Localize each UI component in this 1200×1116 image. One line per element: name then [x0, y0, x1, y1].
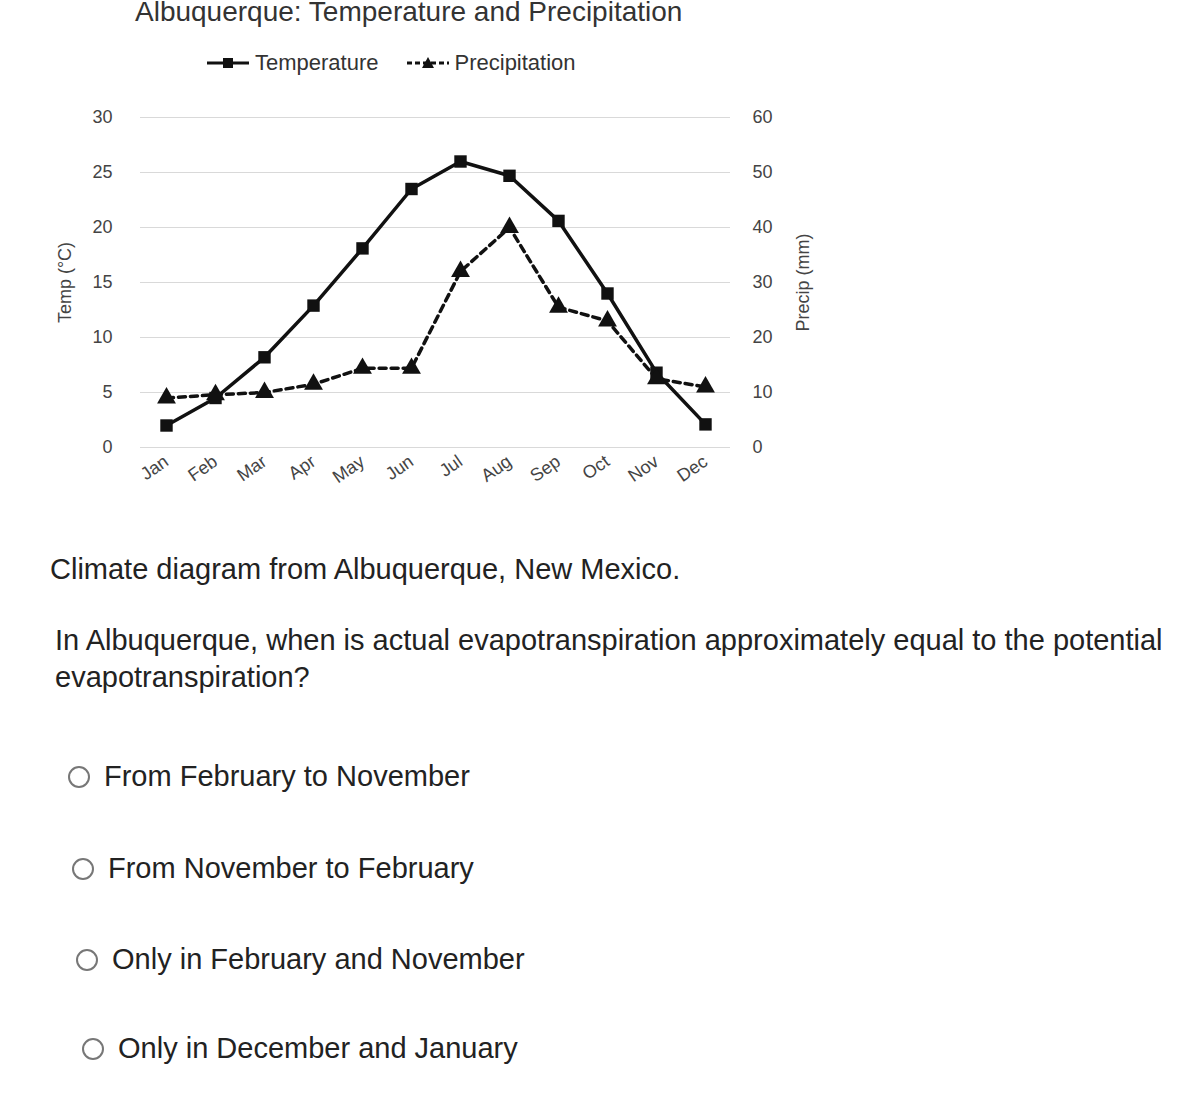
svg-text:25: 25: [92, 162, 112, 182]
svg-text:Nov: Nov: [624, 451, 662, 486]
svg-text:50: 50: [753, 162, 773, 182]
svg-text:Aug: Aug: [477, 451, 515, 486]
html-text:In Albuquerque, when is actual: In Albuquerque, when is actual evapotran…: [55, 624, 1163, 693]
html-text:Climate diagram from Albuquerq: Climate diagram from Albuquerque, New Me…: [50, 553, 681, 585]
svg-text:40: 40: [753, 217, 773, 237]
svg-text:Sep: Sep: [526, 451, 564, 486]
svg-text:30: 30: [753, 272, 773, 292]
svg-text:Apr: Apr: [285, 451, 319, 483]
svg-text:Jan: Jan: [137, 451, 172, 484]
svg-text:0: 0: [753, 437, 763, 457]
html-text:From February to November: From February to November: [104, 760, 470, 792]
svg-text:5: 5: [102, 382, 112, 402]
html-text:Only in December and January: Only in December and January: [118, 1032, 518, 1064]
html-text:Only in February and November: Only in February and November: [112, 943, 525, 975]
svg-text:Oct: Oct: [579, 451, 613, 483]
svg-text:20: 20: [753, 327, 773, 347]
svg-text:Jul: Jul: [436, 451, 466, 481]
svg-text:Mar: Mar: [233, 451, 270, 485]
svg-text:30: 30: [92, 107, 112, 127]
html-text:From November to February: From November to February: [108, 852, 474, 884]
svg-text:60: 60: [753, 107, 773, 127]
svg-text:Feb: Feb: [184, 451, 221, 485]
svg-text:Jun: Jun: [382, 451, 417, 484]
html-text:Precipitation: Precipitation: [454, 50, 576, 75]
svg-text:Precip (mm): Precip (mm): [793, 234, 813, 332]
svg-text:10: 10: [92, 327, 112, 347]
svg-text:10: 10: [753, 382, 773, 402]
svg-text:May: May: [329, 451, 368, 487]
svg-text:Dec: Dec: [673, 451, 711, 486]
svg-text:15: 15: [92, 272, 112, 292]
svg-text:20: 20: [92, 217, 112, 237]
svg-text:Temp (°C): Temp (°C): [55, 242, 75, 323]
html-text:Temperature: Temperature: [255, 50, 379, 75]
svg-text:0: 0: [102, 437, 112, 457]
